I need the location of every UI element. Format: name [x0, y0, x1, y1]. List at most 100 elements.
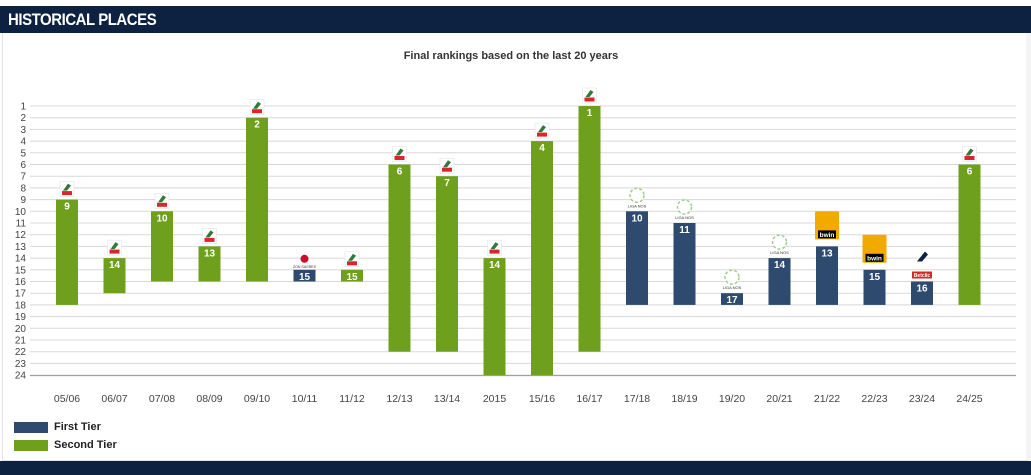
y-tick-label: 13 [15, 242, 27, 253]
x-tick-label: 18/19 [671, 393, 697, 405]
bar-value-label: 15 [299, 272, 311, 283]
bar-08-09 [198, 246, 221, 282]
x-tick-label: 11/12 [339, 393, 365, 405]
bar-value-label: 10 [156, 213, 168, 224]
league-logo-icon [487, 239, 502, 256]
section-header: HISTORICAL PLACES [0, 6, 1031, 33]
y-tick-label: 19 [15, 312, 27, 323]
league-logo-icon [392, 146, 407, 162]
y-tick-label: 4 [20, 137, 26, 148]
y-tick-label: 2 [20, 113, 26, 124]
bar-value-label: 7 [444, 178, 450, 189]
chart-legend: First Tier Second Tier [14, 418, 117, 454]
x-tick-label: 20/21 [766, 393, 792, 405]
legend-swatch-second-tier [14, 439, 48, 451]
x-tick-label: 06/07 [101, 393, 127, 405]
x-tick-label: 15/16 [529, 393, 555, 405]
y-tick-label: 15 [15, 265, 27, 276]
bottom-bar [0, 461, 1031, 475]
league-logo-icon [439, 157, 455, 174]
logo-band [865, 253, 884, 262]
league-logo-icon [344, 251, 360, 268]
league-logo-icon [154, 193, 170, 209]
legend-item-first-tier[interactable]: First Tier [14, 418, 117, 436]
logo-band [204, 237, 215, 242]
bar-11-12 [341, 269, 363, 282]
scrollbar[interactable] [1026, 33, 1031, 460]
logo-ring [724, 269, 740, 285]
bar-value-label: 14 [489, 260, 501, 271]
logo-band [252, 109, 262, 114]
y-tick-label: 3 [20, 125, 26, 136]
grid-lines [30, 105, 1016, 377]
logo-ring [676, 199, 693, 215]
x-tick-label: 23/24 [909, 393, 935, 405]
logo-figure [253, 101, 261, 109]
bar-19-20 [721, 293, 743, 305]
legend-label: Second Tier [54, 439, 117, 451]
bar-18-19 [673, 223, 696, 305]
legend-swatch-first-tier [14, 421, 48, 433]
logo-band [157, 202, 167, 207]
logo-band [394, 156, 405, 160]
logo-figure [490, 242, 499, 250]
x-tick-label: 09/10 [244, 393, 270, 405]
x-tick-label: 21/22 [814, 393, 840, 405]
bar-17-18 [626, 211, 648, 305]
logo-band [912, 271, 932, 279]
logo-band [964, 156, 975, 160]
logo-text: Betclic [914, 273, 931, 279]
logo-caption: LIGA NOS [628, 203, 647, 208]
y-tick-label: 5 [20, 148, 26, 159]
legend-label: First Tier [54, 421, 101, 433]
bar-value-label: 13 [821, 248, 833, 259]
y-tick-label: 7 [20, 172, 26, 183]
logo-caption: ZON SAGRES [293, 265, 317, 269]
x-tick-label: 2015 [483, 393, 507, 405]
logo-figure [917, 251, 928, 262]
bar-value-label: 4 [539, 143, 545, 154]
bar-06-07 [103, 258, 126, 294]
bar-value-label: 17 [726, 295, 738, 306]
logo-band [584, 97, 595, 102]
y-tick-label: 12 [15, 230, 27, 241]
bar-value-label: 6 [967, 167, 973, 178]
bar-07-08 [151, 211, 173, 282]
bar-05-06 [56, 199, 78, 305]
logo-band [62, 191, 72, 196]
x-tick-label: 16/17 [576, 393, 602, 405]
bar-value-label: 16 [916, 284, 928, 295]
x-tick-label: 22/23 [861, 393, 887, 405]
x-tick-label: 13/14 [434, 393, 460, 405]
x-tick-label: 17/18 [624, 393, 650, 405]
bar-16-17 [578, 106, 601, 352]
logo-figure [443, 160, 451, 168]
x-tick-label: 08/09 [196, 393, 222, 405]
league-logo-icon [107, 239, 122, 256]
x-tick-label: 19/20 [719, 393, 745, 405]
league-logo-icon: LIGA NOS [770, 234, 789, 255]
y-tick-label: 16 [15, 277, 27, 288]
league-logo-icon: LIGA NOS [628, 187, 647, 208]
x-tick-label: 05/06 [54, 393, 80, 405]
bar-value-label: 15 [869, 272, 881, 283]
logo-text: bwin [820, 232, 835, 239]
y-tick-label: 21 [15, 336, 27, 347]
logo-band [537, 132, 547, 137]
y-tick-label: 11 [16, 219, 27, 230]
bar-21-22 [816, 246, 838, 305]
league-logo-icon: bwin [862, 234, 887, 263]
legend-item-second-tier[interactable]: Second Tier [14, 436, 117, 454]
logo-caption: LIGA NOS [723, 285, 742, 290]
logo-figure [205, 230, 214, 238]
logo-band [347, 261, 357, 266]
bar-20-21 [768, 258, 791, 305]
logo-figure [395, 148, 404, 156]
bar-value-label: 2 [254, 120, 260, 131]
bar-15-16 [531, 141, 553, 376]
y-tick-label: 20 [15, 324, 27, 335]
logo-figure [110, 242, 119, 250]
bar-22-23 [863, 269, 886, 305]
